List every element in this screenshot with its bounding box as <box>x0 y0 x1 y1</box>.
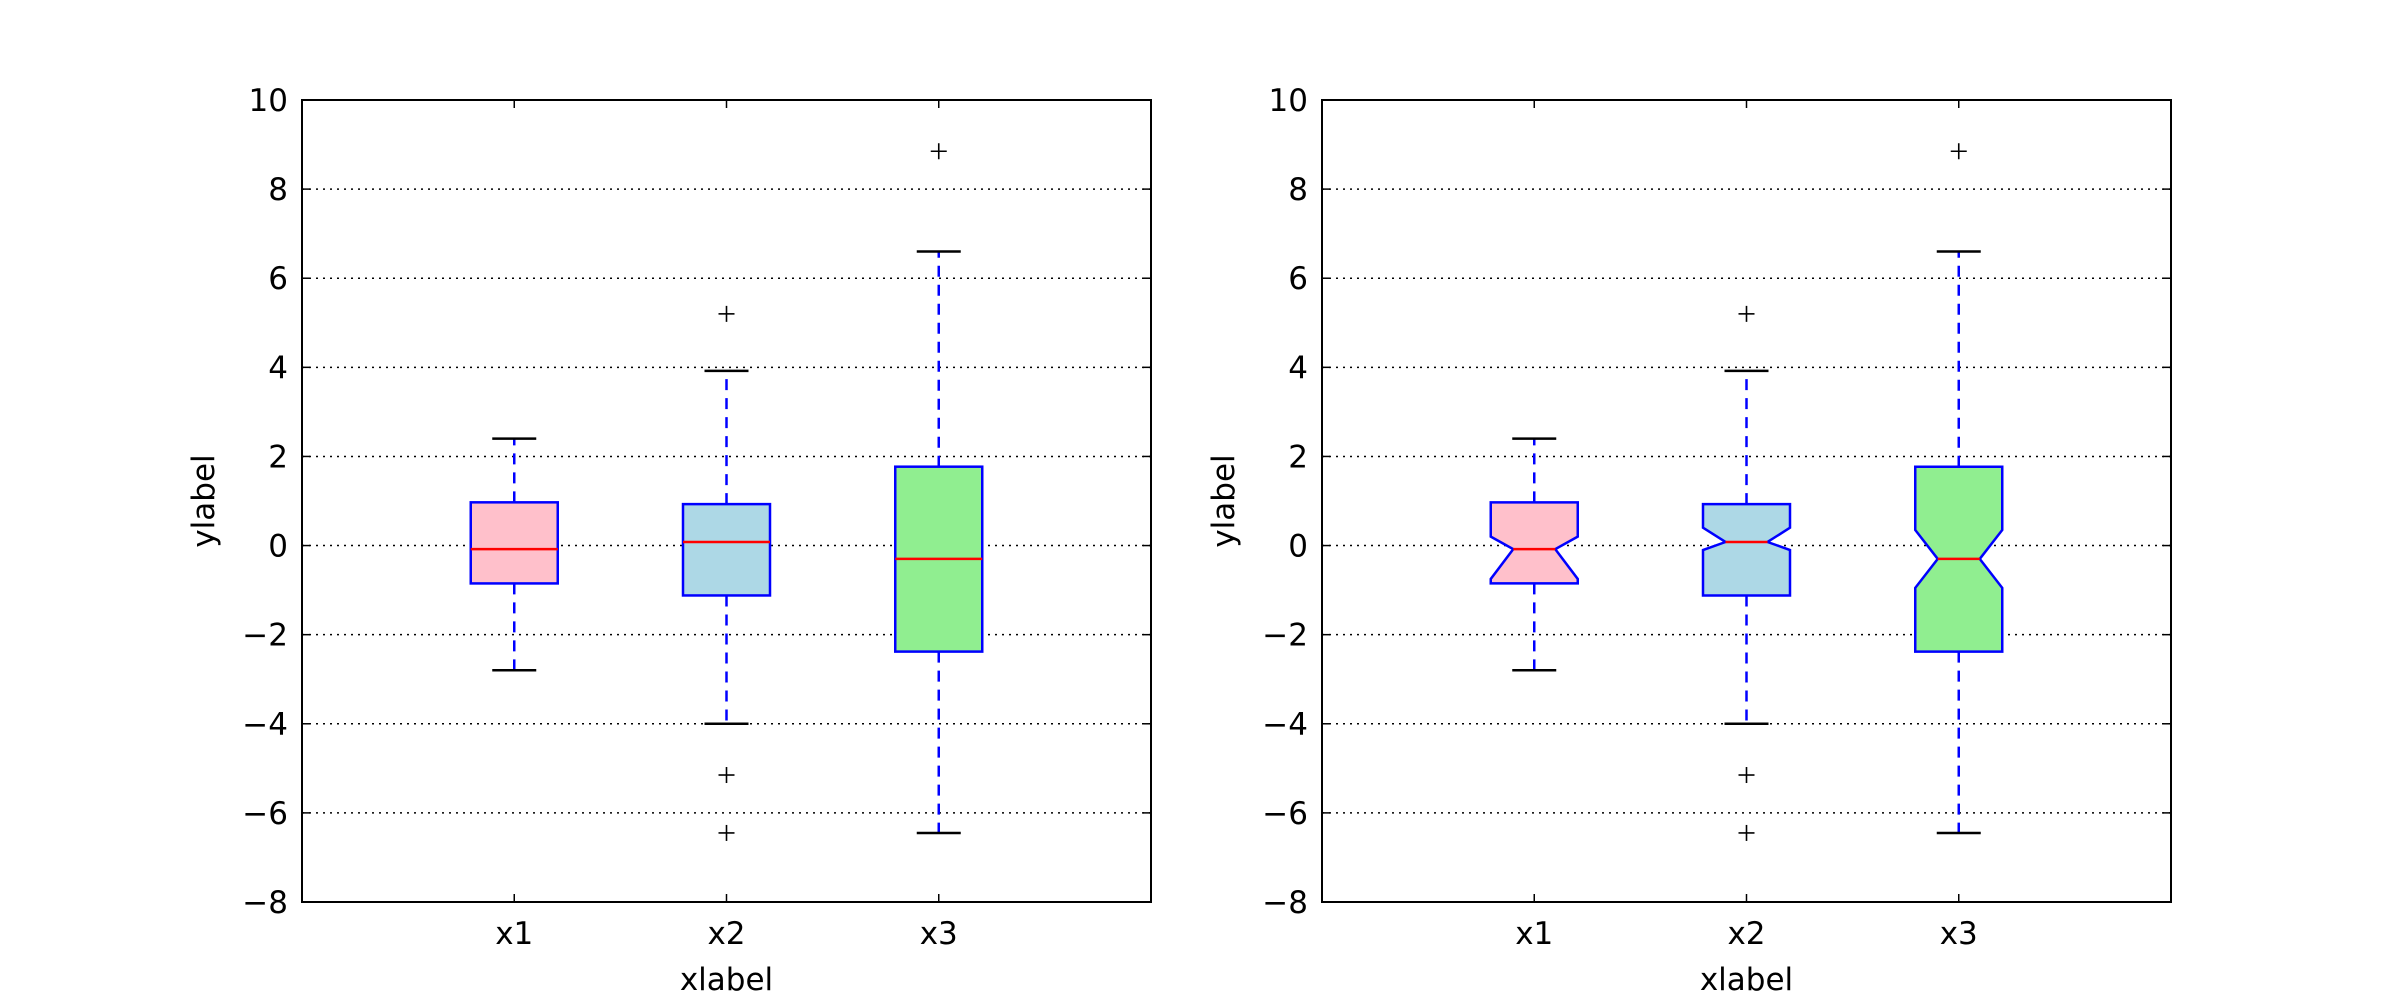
flier-point <box>930 143 947 160</box>
y-tick-label: 6 <box>1288 261 1308 297</box>
flier-point <box>1738 824 1755 841</box>
box-x1 <box>1489 437 1579 672</box>
box-x3 <box>894 143 984 835</box>
y-tick-label: −2 <box>242 618 288 654</box>
y-tick-label: 8 <box>1288 172 1308 208</box>
flier-point <box>718 767 735 784</box>
flier-point <box>1950 143 1967 160</box>
y-axis-label: ylabel <box>186 454 222 547</box>
y-tick-label: 4 <box>268 350 288 386</box>
y-tick-label: 10 <box>249 83 288 119</box>
y-tick-label: −4 <box>242 707 288 743</box>
y-tick-label: −8 <box>1262 885 1308 921</box>
y-tick-label: 10 <box>1269 83 1308 119</box>
x-axis-label: xlabel <box>680 962 773 998</box>
y-axis-label: ylabel <box>1206 454 1242 547</box>
y-tick-label: −6 <box>1262 796 1308 832</box>
y-tick-label: 6 <box>268 261 288 297</box>
y-tick-label: 4 <box>1288 350 1308 386</box>
y-tick-label: −4 <box>1262 707 1308 743</box>
x-axis-label: xlabel <box>1700 962 1793 998</box>
x-tick-label: x1 <box>495 916 533 952</box>
box-body <box>681 502 772 597</box>
y-tick-label: 0 <box>1288 529 1308 565</box>
y-tick-label: −2 <box>1262 618 1308 654</box>
box-x2 <box>1701 305 1792 841</box>
box-x2 <box>681 305 772 841</box>
box-x3 <box>1914 143 2004 835</box>
flier-point <box>1738 767 1755 784</box>
y-tick-label: 0 <box>268 529 288 565</box>
x-tick-label: x2 <box>707 916 745 952</box>
y-tick-label: 2 <box>1288 439 1308 475</box>
y-tick-label: 8 <box>268 172 288 208</box>
flier-point <box>718 824 735 841</box>
box-body <box>1701 502 1792 597</box>
plot-frame <box>1321 99 2172 903</box>
box-body <box>469 501 559 585</box>
x-tick-label: x2 <box>1727 916 1765 952</box>
plot-panel-1: −8 −6 −4 −2 0 2 4 6 8 10 x1 x2 x3 xlabel ylabel <box>186 83 1152 998</box>
box-x1 <box>469 437 559 672</box>
flier-point <box>1738 305 1755 322</box>
x-tick-label: x3 <box>1940 916 1978 952</box>
box-body <box>1489 501 1579 585</box>
flier-point <box>718 305 735 322</box>
plot-frame <box>301 99 1152 903</box>
y-tick-label: −6 <box>242 796 288 832</box>
y-tick-label: −8 <box>242 885 288 921</box>
y-tick-label: 2 <box>268 439 288 475</box>
x-tick-label: x3 <box>920 916 958 952</box>
x-tick-label: x1 <box>1515 916 1553 952</box>
plot-panel-2: −8 −6 −4 −2 0 2 4 6 8 10 x1 x2 x3 xlabel ylabel <box>1206 83 2172 998</box>
